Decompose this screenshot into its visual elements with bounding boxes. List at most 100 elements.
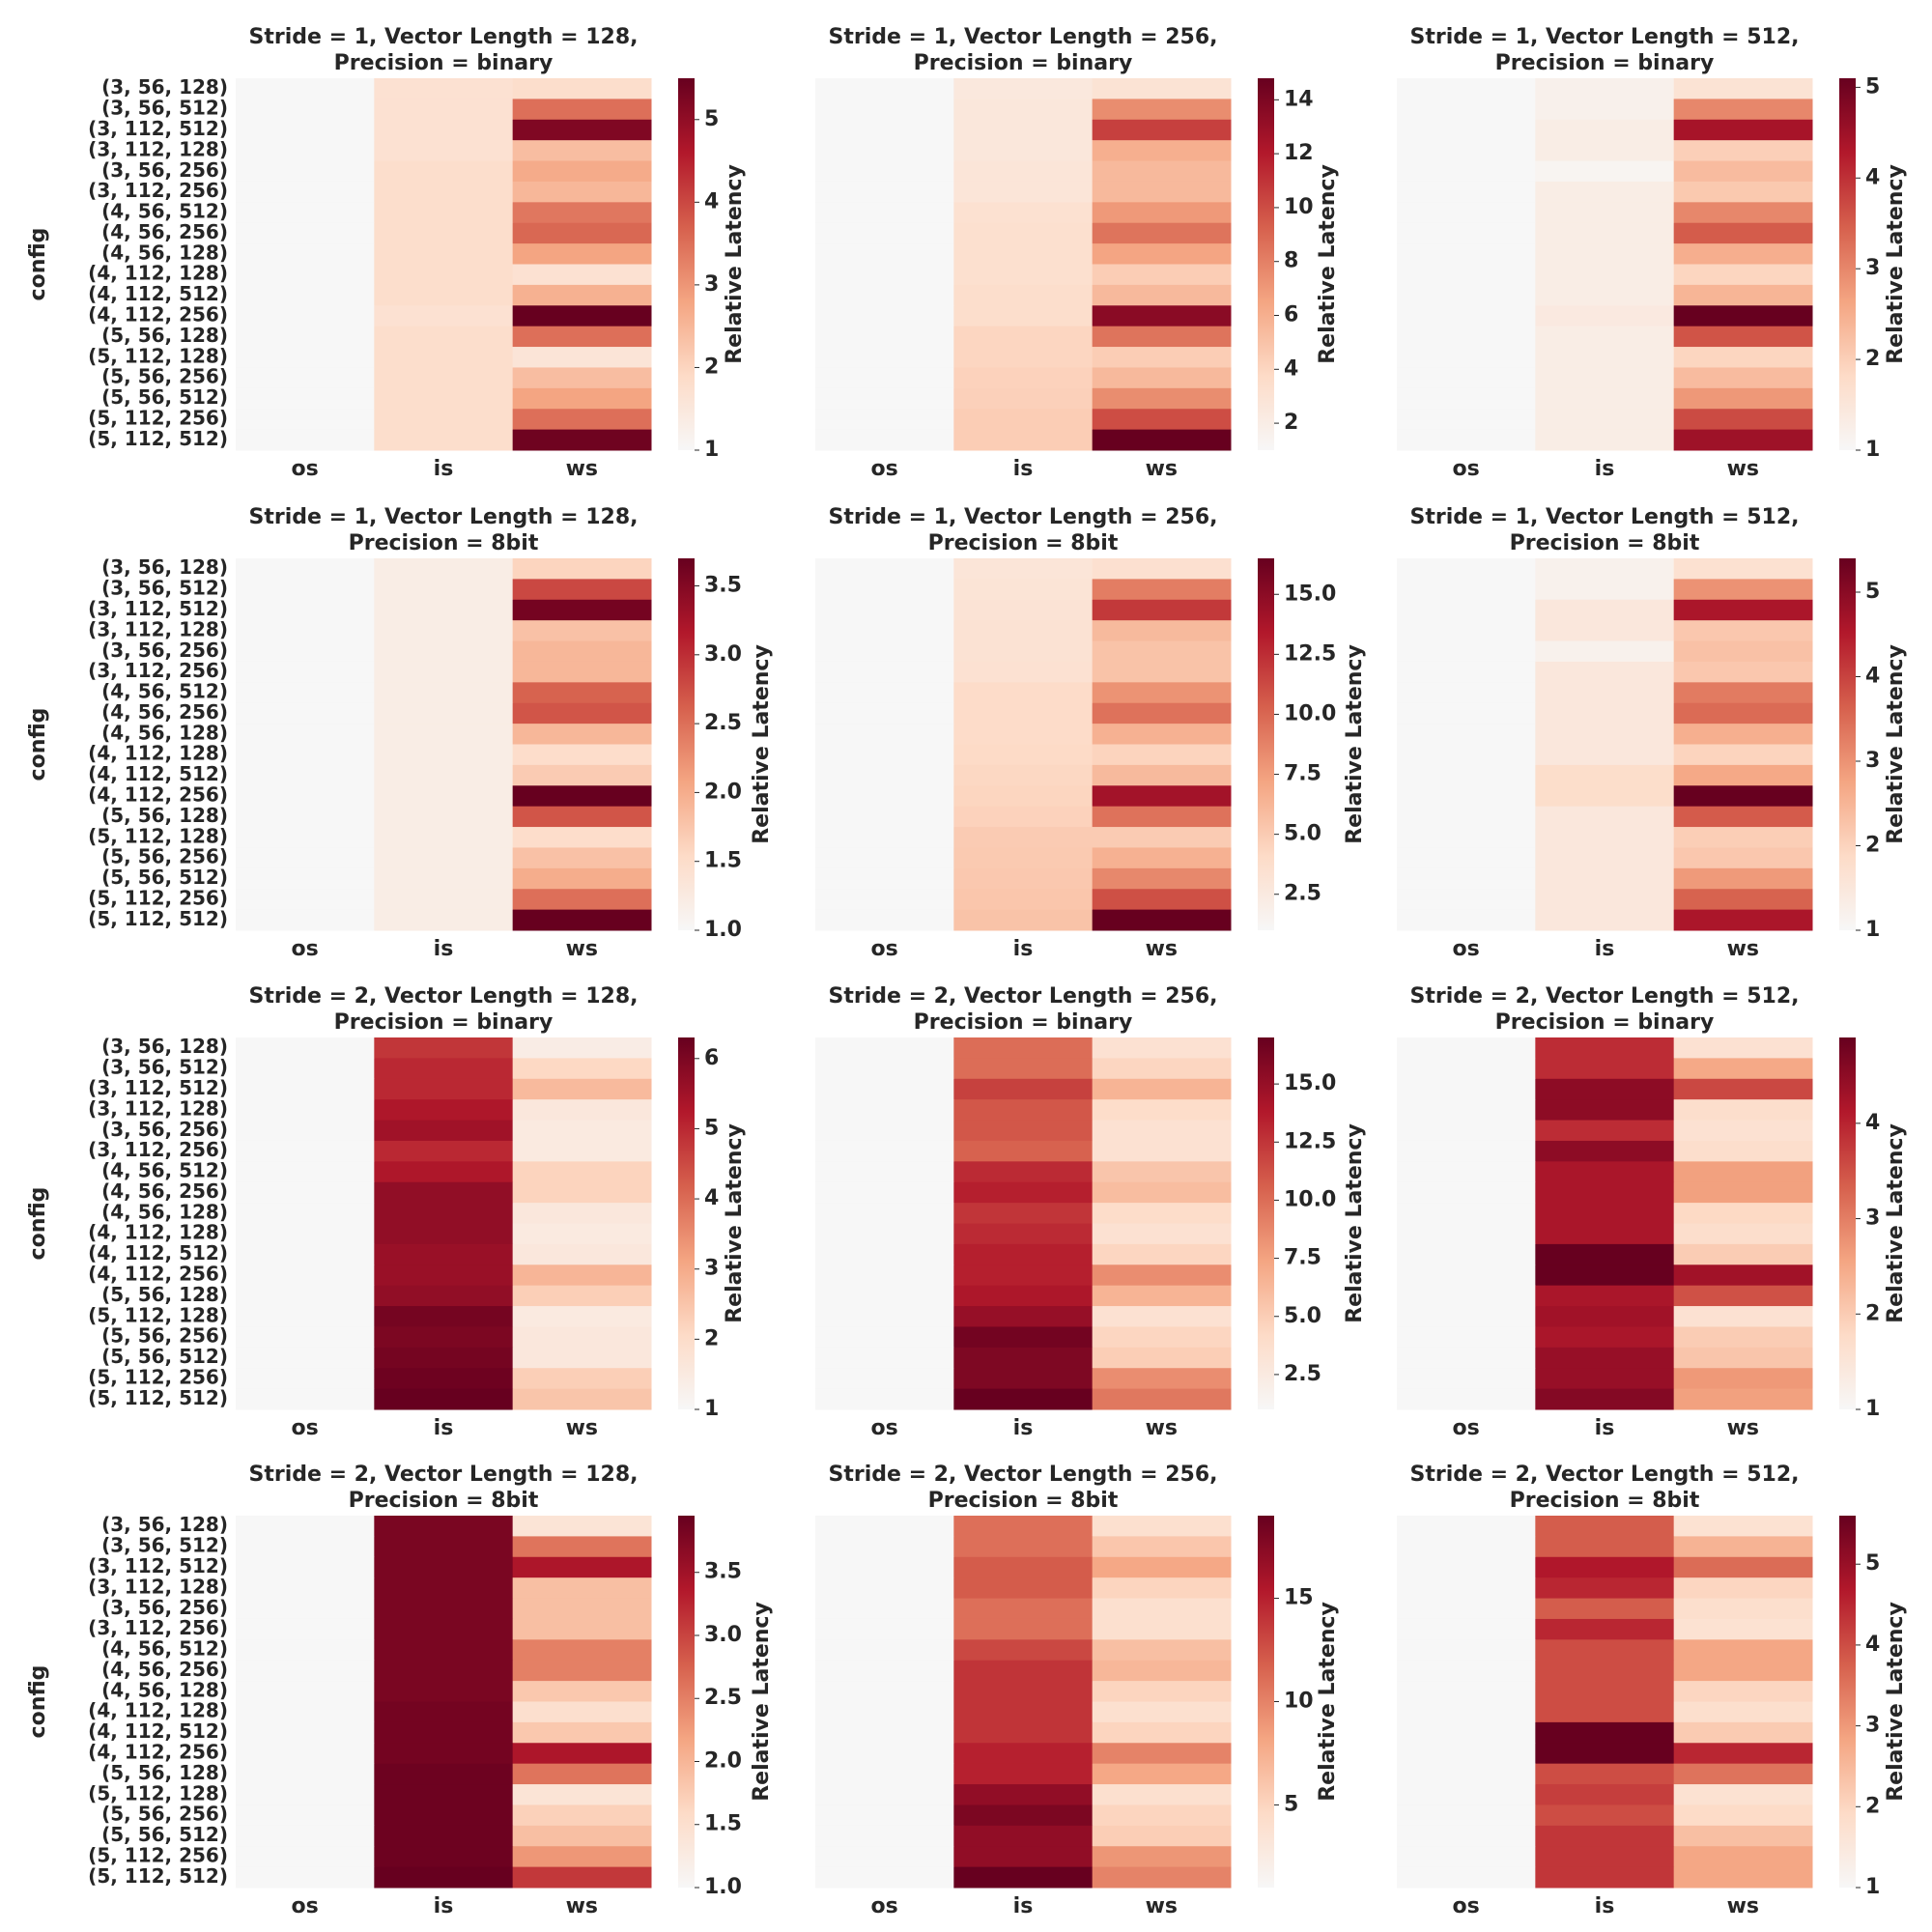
heatmap-cell bbox=[1397, 764, 1536, 786]
heatmap-cell bbox=[953, 1639, 1094, 1662]
heatmap-cell bbox=[815, 99, 954, 121]
colorbar-label: Relative Latency bbox=[1884, 644, 1908, 844]
heatmap-cell bbox=[1092, 367, 1232, 389]
heatmap-cell bbox=[1092, 305, 1232, 327]
y-tick-label: (3, 56, 512) bbox=[101, 577, 228, 600]
colorbar-label: Relative Latency bbox=[1316, 1602, 1340, 1802]
y-tick-label: (3, 56, 512) bbox=[101, 1056, 228, 1079]
heatmap-cell bbox=[374, 1326, 514, 1349]
heatmap-cell bbox=[236, 1243, 375, 1265]
heatmap-cell bbox=[236, 847, 375, 869]
heatmap-cell bbox=[1397, 1846, 1536, 1868]
heatmap-cell bbox=[1092, 909, 1232, 931]
heatmap-cell bbox=[374, 558, 514, 580]
heatmap-cell bbox=[1673, 1120, 1813, 1142]
x-tick-label: ws bbox=[1727, 937, 1759, 961]
heatmap-cell bbox=[374, 1556, 514, 1578]
heatmap-cell bbox=[512, 1577, 652, 1600]
heatmap-cell bbox=[1535, 1243, 1675, 1265]
heatmap-cell bbox=[512, 409, 652, 431]
heatmap-cell bbox=[374, 243, 514, 265]
heatmap-cell bbox=[1673, 909, 1813, 931]
heatmap-cell bbox=[236, 326, 375, 348]
heatmap-cell bbox=[1673, 1078, 1813, 1100]
heatmap-cell bbox=[1673, 1577, 1813, 1600]
heatmap-cell bbox=[815, 1825, 954, 1847]
y-tick-label: (5, 112, 512) bbox=[88, 427, 228, 450]
heatmap-cell bbox=[815, 1181, 954, 1204]
heatmap-cell bbox=[1092, 347, 1232, 368]
colorbar-label: Relative Latency bbox=[750, 1602, 774, 1802]
heatmap-cell bbox=[1673, 1099, 1813, 1122]
heatmap-cell bbox=[1397, 1556, 1536, 1578]
heatmap-cell bbox=[1397, 305, 1536, 327]
heatmap-cell bbox=[236, 1078, 375, 1100]
heatmap-cell bbox=[1397, 847, 1536, 869]
heatmap-cell bbox=[1535, 326, 1675, 348]
colorbar-tick-label: 3 bbox=[1865, 1207, 1880, 1231]
heatmap-cell bbox=[374, 1825, 514, 1847]
heatmap-cell bbox=[1673, 1598, 1813, 1620]
heatmap-cell bbox=[953, 181, 1094, 203]
heatmap-cell bbox=[1535, 909, 1675, 931]
heatmap-cell bbox=[1092, 1099, 1232, 1122]
heatmap-cell bbox=[815, 599, 954, 621]
heatmap-cell bbox=[1535, 1099, 1675, 1122]
heatmap-cell bbox=[1397, 284, 1536, 306]
heatmap-cell bbox=[512, 847, 652, 869]
heatmap-cell bbox=[953, 1099, 1094, 1122]
heatmap-cell bbox=[815, 1058, 954, 1080]
heatmap-cell bbox=[1397, 1784, 1536, 1805]
heatmap-cell bbox=[236, 909, 375, 931]
heatmap-cell bbox=[953, 1556, 1094, 1578]
y-tick-label: (4, 56, 128) bbox=[101, 1200, 228, 1223]
heatmap-cell bbox=[1673, 867, 1813, 890]
heatmap-cell bbox=[1535, 119, 1675, 141]
heatmap-cell bbox=[236, 1368, 375, 1390]
heatmap-cell bbox=[1673, 702, 1813, 724]
heatmap-cell bbox=[953, 1120, 1094, 1142]
panel-title: Precision = binary bbox=[914, 1010, 1133, 1035]
heatmap-cell bbox=[1092, 1161, 1232, 1183]
y-tick-label: (4, 56, 256) bbox=[101, 700, 228, 724]
heatmap-cell bbox=[1673, 1681, 1813, 1702]
heatmap-cell bbox=[374, 661, 514, 683]
colorbar-tick-label: 2.5 bbox=[704, 1686, 742, 1710]
heatmap-cell bbox=[236, 1120, 375, 1142]
heatmap-cell bbox=[1397, 744, 1536, 766]
y-tick-label: (4, 56, 512) bbox=[101, 200, 228, 223]
heatmap-cell bbox=[1397, 1326, 1536, 1349]
y-tick-label: (3, 112, 256) bbox=[88, 1616, 228, 1639]
heatmap-cell bbox=[815, 1618, 954, 1640]
heatmap-cell bbox=[953, 847, 1094, 869]
heatmap-cell bbox=[1397, 1681, 1536, 1702]
colorbar-tick-label: 2 bbox=[1865, 1794, 1880, 1818]
heatmap-cell bbox=[1397, 1618, 1536, 1640]
heatmap-cell bbox=[953, 1866, 1094, 1889]
heatmap-cell bbox=[1673, 1347, 1813, 1369]
heatmap-cell bbox=[374, 1099, 514, 1122]
heatmap-cell bbox=[236, 1763, 375, 1785]
y-tick-label: (5, 112, 256) bbox=[88, 406, 228, 429]
heatmap-cell bbox=[1673, 785, 1813, 808]
heatmap-cell bbox=[236, 119, 375, 141]
heatmap-cell bbox=[953, 1243, 1094, 1265]
heatmap-cell bbox=[953, 140, 1094, 162]
colorbar-tick-label: 1 bbox=[704, 438, 719, 462]
colorbar bbox=[678, 1516, 695, 1888]
heatmap-cell bbox=[512, 1223, 652, 1245]
heatmap-cell bbox=[1397, 140, 1536, 162]
heatmap-cell bbox=[512, 1140, 652, 1162]
heatmap-cell bbox=[374, 1120, 514, 1142]
heatmap-cell bbox=[815, 889, 954, 911]
heatmap-cell bbox=[374, 347, 514, 368]
panel-title: Precision = 8bit bbox=[1510, 531, 1700, 555]
heatmap-cell bbox=[815, 558, 954, 580]
heatmap-cell bbox=[815, 1598, 954, 1620]
heatmap-cell bbox=[815, 1784, 954, 1805]
heatmap-cell bbox=[1535, 744, 1675, 766]
heatmap-cell bbox=[1535, 99, 1675, 121]
heatmap-cell bbox=[1092, 744, 1232, 766]
colorbar-tick-label: 4 bbox=[1865, 165, 1880, 189]
heatmap-cell bbox=[1092, 661, 1232, 683]
